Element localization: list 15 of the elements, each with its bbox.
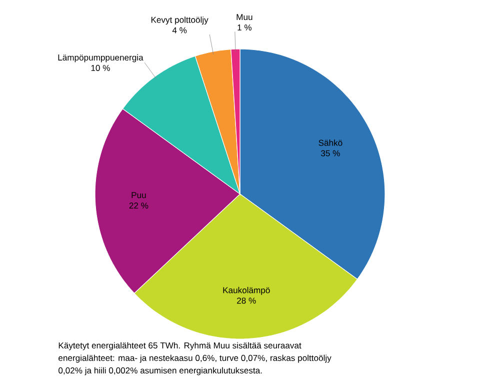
text: Käytetyt energialähteet 65 TWh. Ryhmä Muu sisältää seuraavat bbox=[58, 342, 302, 350]
text: 0,02% ja hiili 0,002% asumisen energiankulutuksesta. bbox=[58, 367, 262, 376]
data-label: 35 % bbox=[321, 150, 340, 156]
data-label: 4 % bbox=[172, 27, 187, 34]
slice-label: Kevyt polttoöljy bbox=[151, 16, 208, 25]
slice-label: Puu bbox=[132, 192, 146, 198]
data-label: 28 % bbox=[237, 298, 256, 304]
slice-label: Muu bbox=[236, 14, 252, 20]
slice-label: Kaukolämpö bbox=[223, 286, 270, 295]
text: energialähteet: maa- ja nestekaasu 0,6%, turve 0,07%, raskas polttoöljy bbox=[58, 354, 332, 363]
data-label: 22 % bbox=[129, 202, 148, 209]
slice-label: Lämpöpumppuenergia bbox=[58, 54, 144, 62]
data-label: 1 % bbox=[238, 24, 252, 30]
slice-label: Sähkö bbox=[318, 140, 342, 146]
data-label: 10 % bbox=[91, 64, 110, 71]
